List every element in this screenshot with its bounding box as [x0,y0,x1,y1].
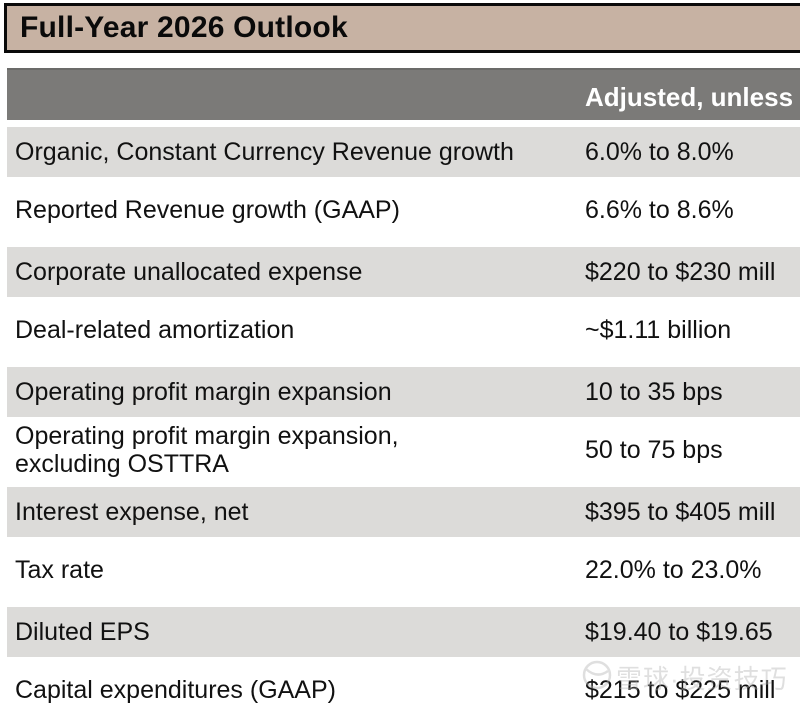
row-value: 6.0% to 8.0% [585,137,734,166]
row-value: 6.6% to 8.6% [585,195,734,224]
table-row: Corporate unallocated expense $220 to $2… [7,240,800,300]
row-value: 22.0% to 23.0% [585,555,762,584]
table-row: Organic, Constant Currency Revenue growt… [7,120,800,180]
row-label: Deal-related amortization [15,315,295,344]
row-label: Reported Revenue growth (GAAP) [15,195,400,224]
row-label: Corporate unallocated expense [15,257,363,286]
table-row: Operating profit margin expansion, exclu… [7,420,800,480]
row-label: Operating profit margin expansion [15,377,392,406]
table-header: Adjusted, unless [7,68,800,120]
table-row: Diluted EPS $19.40 to $19.65 [7,600,800,660]
page-title: Full-Year 2026 Outlook [20,11,348,44]
row-value: $19.40 to $19.65 [585,617,773,646]
row-value: 50 to 75 bps [585,435,723,464]
table-row: Capital expenditures (GAAP) $215 to $225… [7,660,800,720]
row-label: Diluted EPS [15,617,150,646]
title-bar: Full-Year 2026 Outlook [4,3,800,53]
row-label: Tax rate [15,555,104,584]
table-body: Organic, Constant Currency Revenue growt… [7,120,800,720]
table-row: Tax rate 22.0% to 23.0% [7,540,800,600]
row-label: Organic, Constant Currency Revenue growt… [15,137,514,166]
row-value: 10 to 35 bps [585,377,723,406]
table-row: Operating profit margin expansion 10 to … [7,360,800,420]
table-row: Deal-related amortization ~$1.11 billion [7,300,800,360]
row-value: ~$1.11 billion [585,315,732,344]
row-value: $395 to $405 mill [585,497,776,526]
row-label: Capital expenditures (GAAP) [15,675,336,704]
row-value: $220 to $230 mill [585,257,776,286]
table-header-note: Adjusted, unless [585,82,794,112]
row-label: Interest expense, net [15,497,249,526]
table-row: Interest expense, net $395 to $405 mill [7,480,800,540]
outlook-table: Adjusted, unless Organic, Constant Curre… [7,68,800,720]
row-label: Operating profit margin expansion, exclu… [15,421,399,479]
table-row: Reported Revenue growth (GAAP) 6.6% to 8… [7,180,800,240]
row-value: $215 to $225 mill [585,675,776,704]
